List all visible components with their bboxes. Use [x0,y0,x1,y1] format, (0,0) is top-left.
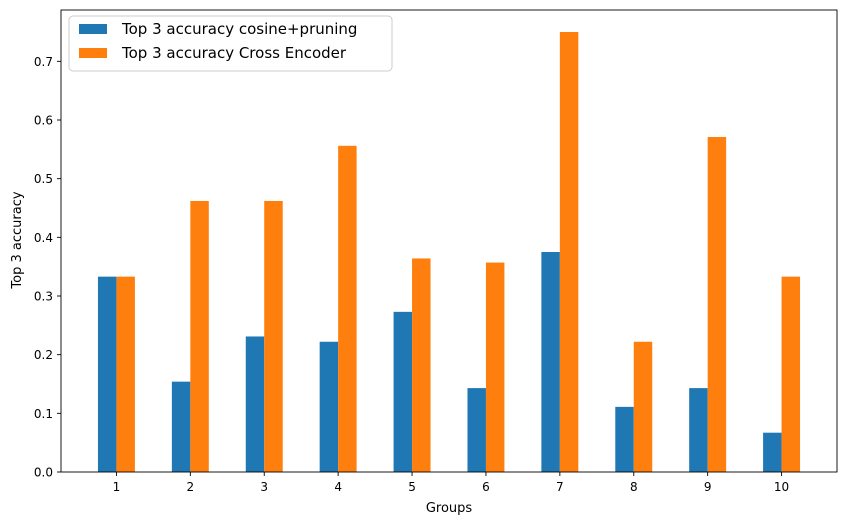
y-tick-label: 0.1 [34,407,53,421]
x-tick-label: 9 [704,480,712,494]
x-tick-label: 5 [408,480,416,494]
bar-series-1-group-9 [689,388,708,472]
bar-series-2-group-3 [264,200,283,472]
bar-series-2-group-1 [116,276,135,472]
bar-series-1-group-6 [467,388,486,472]
x-tick-label: 8 [630,480,638,494]
bar-series-2-group-6 [485,262,505,472]
x-tick-label: 3 [260,480,268,494]
y-tick-label: 0.6 [34,114,53,128]
bar-series-1-group-3 [245,336,265,472]
y-tick-label: 0.0 [34,466,53,480]
bar-series-1-group-7 [541,252,560,472]
x-tick-label: 6 [482,480,490,494]
x-tick-label: 10 [774,480,789,494]
bar-series-1-group-8 [615,406,634,472]
legend: Top 3 accuracy cosine+pruning Top 3 accur… [68,15,393,72]
bar-series-2-group-4 [338,145,357,472]
legend-box [68,15,393,72]
y-tick-label: 0.4 [34,231,53,245]
x-tick-label: 4 [334,480,342,494]
bar-series-2-group-2 [190,200,209,472]
bar-series-1-group-2 [171,381,191,472]
legend-label-1: Top 3 accuracy cosine+pruning [121,20,357,38]
y-axis-label: Top 3 accuracy [10,191,25,289]
y-tick-label: 0.2 [34,348,53,362]
bar-series-1-group-1 [97,276,117,472]
y-tick-label: 0.3 [34,290,53,304]
legend-label-2: Top 3 accuracy Cross Encoder [121,44,347,62]
y-tick-label: 0.7 [34,55,53,69]
bar-series-1-group-10 [763,432,782,472]
x-tick-label: 2 [187,480,195,494]
bars-layer [97,32,801,472]
x-tick-label: 7 [556,480,564,494]
bar-series-2-group-7 [559,32,579,472]
bar-series-2-group-9 [707,137,727,472]
y-tick-label: 0.5 [34,172,53,186]
legend-swatch-1 [79,24,107,34]
bar-series-2-group-10 [781,276,801,472]
x-axis-label: Groups [426,501,473,516]
bar-series-2-group-8 [633,341,653,472]
bar-series-1-group-5 [393,311,413,472]
axes-layer: 1 2 3 4 5 6 7 8 9 10 0.0 0.1 0.2 0.3 0.4 0.5 0.6 0.7 [34,9,838,494]
legend-swatch-2 [79,48,107,58]
x-tick-label: 1 [113,480,121,494]
bar-series-2-group-5 [412,258,431,472]
plot-frame [60,9,838,473]
bar-series-1-group-4 [319,341,339,472]
